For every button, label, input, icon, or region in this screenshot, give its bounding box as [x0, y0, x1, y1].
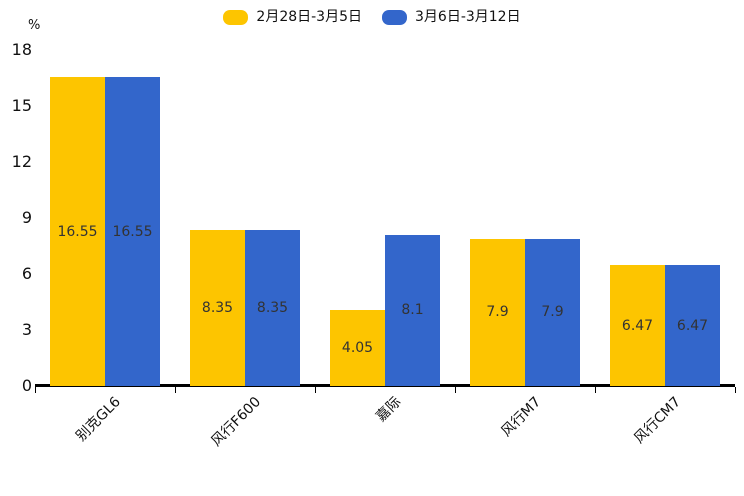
bar-value-label: 16.55 — [112, 223, 153, 240]
x-axis-tick — [315, 387, 316, 393]
x-axis-tick — [455, 387, 456, 393]
bar-series0-别克GL6 — [50, 77, 105, 386]
x-category-label: 别克GL6 — [73, 394, 125, 445]
y-tick-label: 0 — [21, 376, 32, 395]
bar-value-label: 7.9 — [486, 304, 509, 321]
legend-item-0[interactable]: 2月28日-3月5日 — [223, 8, 362, 26]
legend: 2月28日-3月5日 3月6日-3月12日 — [0, 8, 744, 26]
x-category-label: 风行M7 — [498, 394, 545, 440]
bar-value-label: 6.47 — [676, 317, 709, 334]
x-category-label: 嘉际 — [373, 394, 405, 426]
bar-series1-风行M7 — [525, 238, 580, 386]
legend-swatch-icon — [223, 9, 249, 25]
bar-series1-风行CM7 — [665, 265, 720, 386]
bar-value-label: 7.9 — [541, 304, 564, 321]
y-axis-unit-label: % — [28, 18, 41, 33]
bar-series0-嘉际 — [330, 310, 385, 386]
bar-value-label: 4.05 — [341, 340, 374, 357]
x-axis-tick — [35, 387, 36, 393]
bar-value-label: 8.1 — [401, 302, 424, 319]
legend-item-1[interactable]: 3月6日-3月12日 — [382, 8, 521, 26]
bar-value-label: 16.55 — [57, 223, 98, 240]
y-tick-label: 12 — [11, 152, 32, 171]
bar-value-label: 8.35 — [256, 300, 289, 317]
bar-series1-嘉际 — [385, 234, 440, 386]
legend-swatch-icon — [382, 9, 407, 25]
y-tick-label: 15 — [11, 96, 32, 115]
bar-series1-风行F600 — [245, 230, 300, 386]
bar-value-label: 8.35 — [201, 300, 234, 317]
x-category-label: 风行F600 — [208, 394, 265, 450]
legend-item-label: 3月6日-3月12日 — [415, 9, 521, 25]
bar-series0-风行CM7 — [610, 265, 665, 386]
y-tick-label: 3 — [21, 320, 32, 339]
x-category-label: 风行CM7 — [631, 394, 685, 447]
x-axis-tick — [735, 387, 736, 393]
bar-series0-风行M7 — [470, 238, 525, 386]
y-tick-label: 18 — [11, 40, 32, 59]
bar-series1-别克GL6 — [105, 77, 160, 386]
bar-value-label: 6.47 — [621, 317, 654, 334]
bar-series0-风行F600 — [190, 230, 245, 386]
y-tick-label: 9 — [21, 208, 32, 227]
x-axis-tick — [175, 387, 176, 393]
x-axis-tick — [595, 387, 596, 393]
legend-item-label: 2月28日-3月5日 — [256, 9, 362, 25]
y-tick-label: 6 — [21, 264, 32, 283]
